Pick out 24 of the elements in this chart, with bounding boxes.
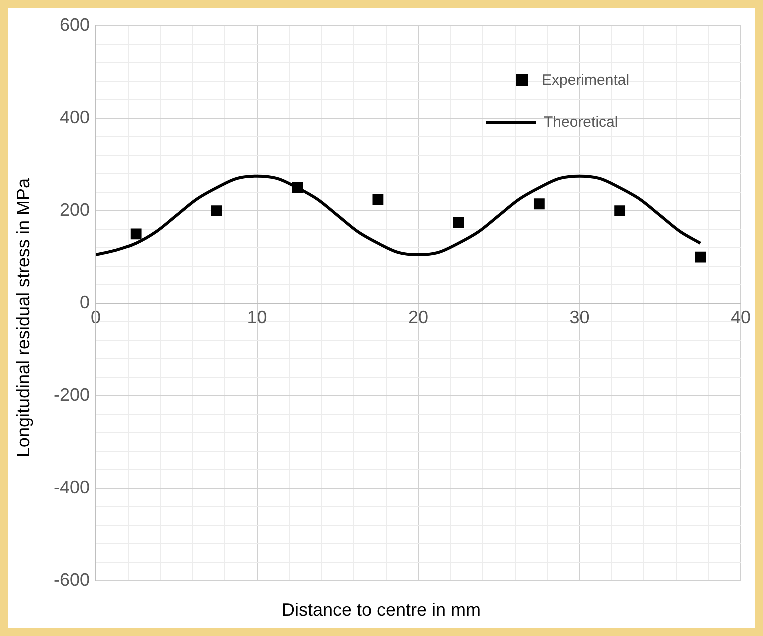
y-tick-label: -400 bbox=[54, 478, 90, 498]
point bbox=[534, 198, 545, 210]
point bbox=[453, 217, 464, 228]
x-axis-title: Distance to centre in mm bbox=[280, 600, 482, 621]
x-tick-label: 30 bbox=[570, 307, 590, 328]
y-tick-label: 400 bbox=[60, 108, 90, 128]
x-tick-label: 40 bbox=[730, 307, 752, 328]
y-axis-title: Longitudinal residual stress in MPa bbox=[14, 178, 34, 458]
y-tick-label: 0 bbox=[80, 292, 90, 313]
x-tick-label: 10 bbox=[247, 307, 268, 328]
y-tick-label: -600 bbox=[54, 570, 90, 590]
point bbox=[372, 194, 384, 205]
x-tick-label: 20 bbox=[408, 307, 429, 328]
legend-label: Theoretical bbox=[544, 114, 618, 130]
y-tick-label: -200 bbox=[54, 385, 90, 406]
y-tick-label: 200 bbox=[60, 200, 90, 220]
point bbox=[130, 228, 142, 240]
line-series bbox=[96, 174, 702, 257]
point bbox=[695, 252, 706, 263]
point bbox=[212, 206, 222, 217]
y-tick-label: 600 bbox=[60, 14, 90, 35]
point bbox=[614, 206, 626, 217]
legend-label: Experimental bbox=[542, 72, 630, 88]
point bbox=[292, 182, 304, 194]
